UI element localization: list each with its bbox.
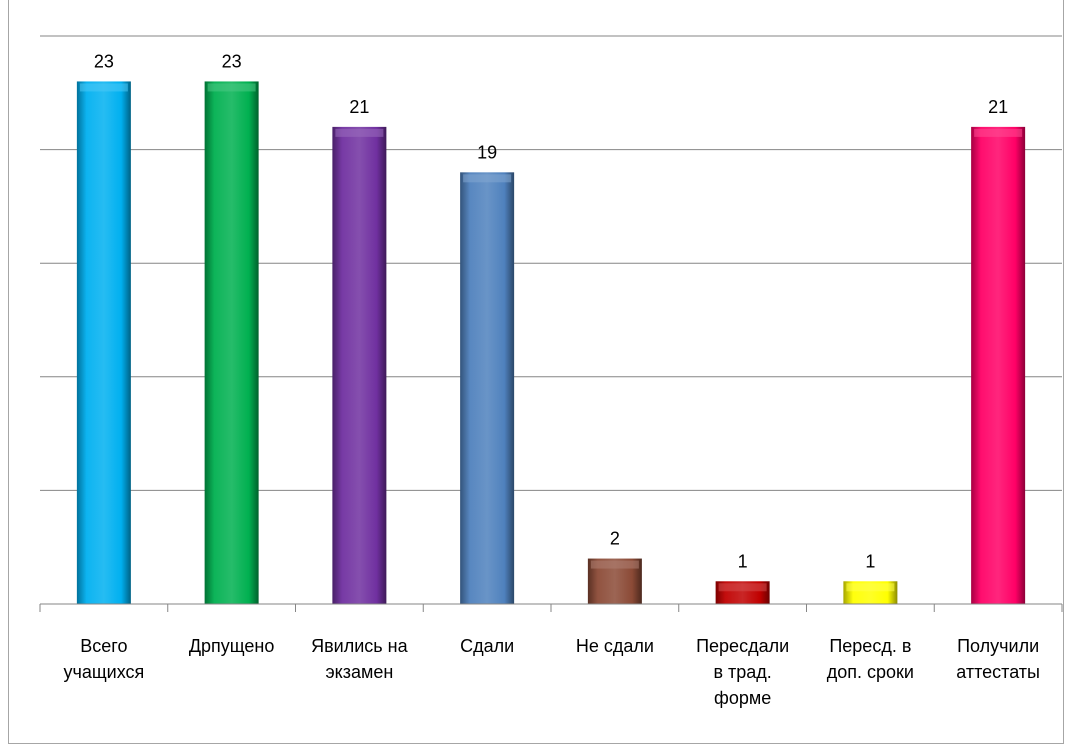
category-label: Пересдали в трад. форме (696, 636, 789, 708)
x-axis (39, 603, 1063, 612)
bar-highlight (718, 583, 767, 592)
bar-highlight (79, 83, 128, 92)
chart-frame (8, 0, 1064, 744)
category-label: Не сдали (576, 636, 654, 656)
category-labels: Всего учащихся Дрпущено Явились на экзамен Сд… (63, 636, 1040, 708)
data-label: 19 (477, 142, 497, 162)
data-label: 1 (738, 551, 748, 571)
bar-highlight (463, 174, 512, 183)
data-label: 21 (349, 97, 369, 117)
bar-highlight (335, 128, 384, 137)
data-label: 1 (865, 551, 875, 571)
gridlines (40, 35, 1062, 491)
category-label: Явились на экзамен (311, 636, 408, 682)
bar-highlight (207, 83, 256, 92)
data-label: 23 (94, 51, 114, 71)
bar-highlight (846, 583, 895, 592)
bar (971, 126, 1026, 604)
data-label: 23 (222, 51, 242, 71)
bar-highlight (590, 560, 639, 569)
category-label: Дрпущено (189, 636, 275, 656)
category-label: Всего учащихся (63, 636, 144, 682)
category-label: Сдали (460, 636, 514, 656)
data-label: 21 (988, 97, 1008, 117)
category-label: Получили аттестаты (956, 636, 1040, 682)
bars (76, 81, 1026, 604)
bar (460, 172, 515, 604)
bar (332, 126, 387, 604)
bar (204, 81, 259, 604)
bar (76, 81, 131, 604)
category-label: Пересд. в доп. сроки (827, 636, 914, 682)
bar-highlight (974, 128, 1023, 137)
data-label: 2 (610, 529, 620, 549)
